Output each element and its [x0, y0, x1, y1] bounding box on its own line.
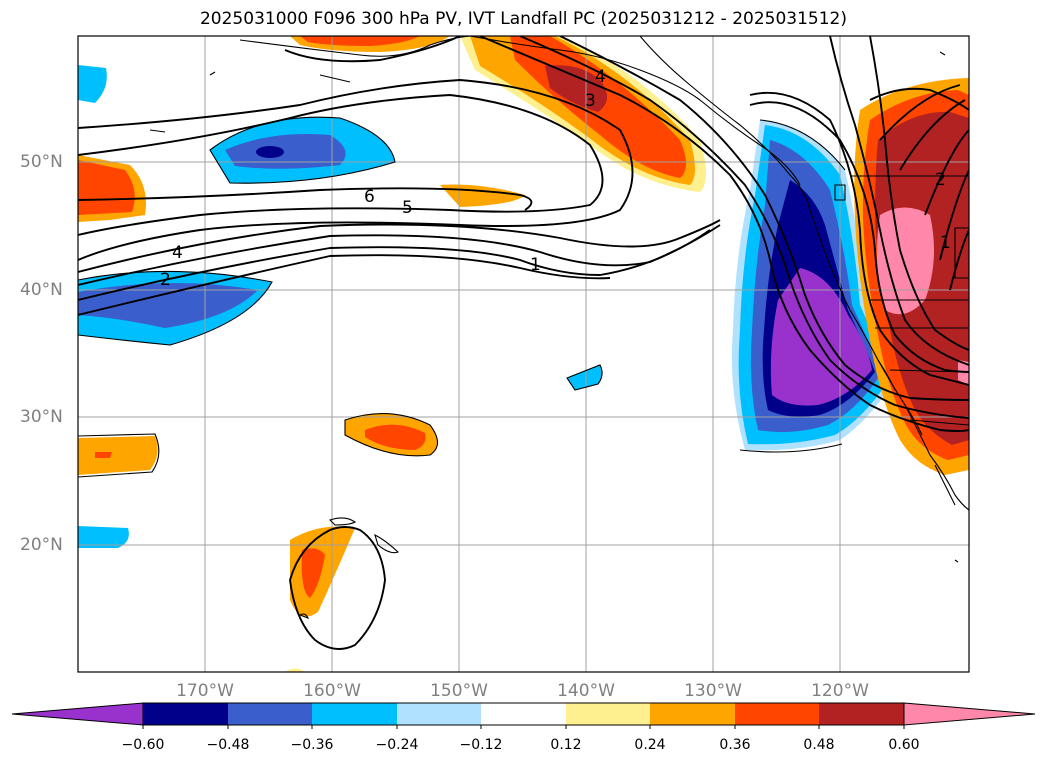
contour-label: 2 — [160, 270, 171, 290]
colorbar-frame — [142, 702, 905, 726]
colorbar-bin — [397, 703, 481, 725]
longitude-label: 120°W — [811, 681, 869, 701]
colorbar-bin — [735, 703, 819, 725]
colorbar-extend-min — [11, 702, 144, 726]
pv-negative-32n — [567, 365, 603, 390]
pv-positive-18n-core — [301, 548, 325, 598]
ivt-contours — [78, 36, 969, 650]
pv-positive-east-ridge-core — [876, 207, 934, 315]
colorbar-extend-max — [903, 702, 1036, 726]
colorbar-bin — [143, 703, 228, 725]
longitude-label: 170°W — [176, 681, 234, 701]
longitude-label: 130°W — [684, 681, 742, 701]
pv-positive-north-core — [300, 36, 420, 46]
contour-label: 4 — [595, 67, 606, 87]
colorbar-tick-label: −0.36 — [290, 737, 334, 753]
latitude-label: 20°N — [20, 535, 63, 555]
colorbar-tick-label: −0.60 — [121, 737, 165, 753]
pv-negative-20n — [78, 526, 129, 548]
gridlines — [78, 36, 969, 672]
pv-negative-trough-core — [770, 268, 872, 406]
longitude-label: 160°W — [303, 681, 361, 701]
contour-label: 6 — [364, 187, 375, 207]
colorbar-bin — [481, 703, 566, 725]
map-title: 2025031000 F096 300 hPa PV, IVT Landfall… — [199, 9, 847, 29]
colorbar — [11, 702, 1036, 729]
contour-label: 4 — [172, 243, 183, 263]
colorbar-tick-label: 0.36 — [719, 737, 751, 753]
colorbar-tick-label: −0.12 — [459, 737, 503, 753]
pv-negative-northwest-corner — [78, 65, 107, 103]
latitude-label: 30°N — [20, 407, 63, 427]
pv-positive-30n-155w-core — [365, 424, 426, 450]
contour-label: 2 — [935, 170, 946, 190]
pv-negative-50n-min — [256, 146, 284, 158]
contour-labels: 6 5 4 2 1 4 3 2 1 — [160, 67, 951, 290]
colorbar-tick-label: 0.60 — [888, 737, 920, 753]
pv-positive-28n-west — [78, 436, 158, 475]
colorbar-tick-label: 0.12 — [550, 737, 582, 753]
contour-label: 1 — [940, 233, 951, 253]
colorbar-bin — [228, 703, 312, 725]
pv-positive-18n — [290, 526, 355, 617]
colorbar-bin — [566, 703, 650, 725]
plot-frame — [77, 35, 970, 673]
pv-positive-47n-150w — [440, 184, 525, 207]
pv-negative-west-40n-core — [78, 282, 258, 328]
pv-positive-bottom-edge — [285, 668, 305, 672]
contour-label: 3 — [585, 91, 596, 111]
longitude-label: 140°W — [557, 681, 615, 701]
colorbar-tick-label: −0.48 — [206, 737, 250, 753]
pv-positive-west-48n-core — [78, 160, 135, 215]
pv-positive-28n-west-core — [95, 452, 112, 458]
colorbar-tick-label: 0.48 — [803, 737, 835, 753]
pv-negative-50n-core — [225, 134, 346, 169]
colorbar-bin — [819, 703, 904, 725]
colorbar-bin — [312, 703, 397, 725]
pv-positive-gulf-of-alaska-core — [545, 65, 608, 112]
colorbar-tick-label: 0.24 — [634, 737, 666, 753]
colorbar-bin — [650, 703, 735, 725]
contour-label: 5 — [402, 198, 413, 218]
colorbar-tick-label: −0.24 — [375, 737, 419, 753]
longitude-label: 150°W — [430, 681, 488, 701]
latitude-label: 40°N — [20, 280, 63, 300]
contour-label: 1 — [530, 255, 541, 275]
latitude-label: 50°N — [20, 152, 63, 172]
